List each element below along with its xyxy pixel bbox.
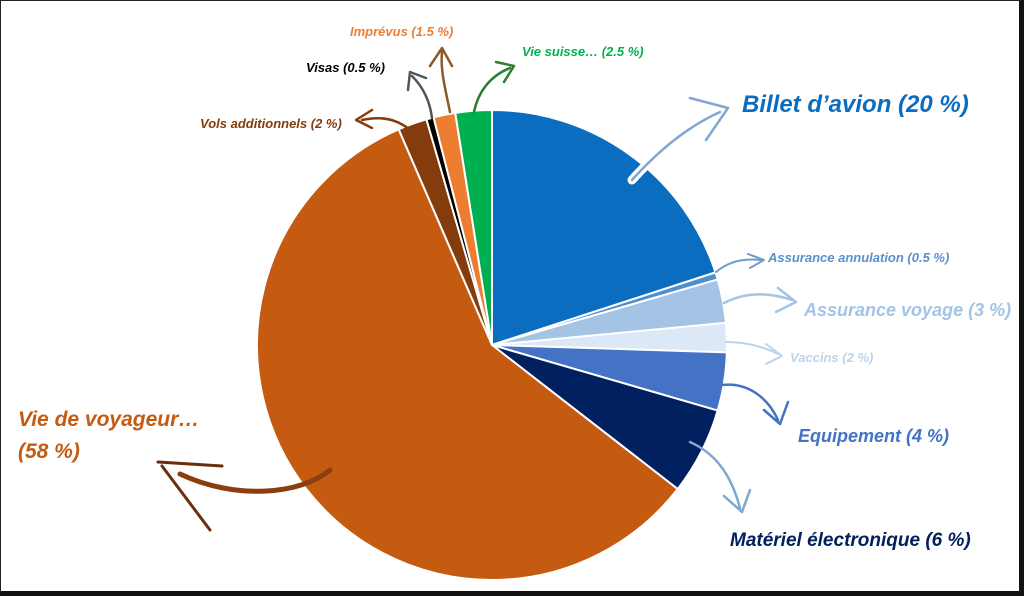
label-annulation: Assurance annulation (0.5 %): [767, 250, 949, 265]
equipement-arrow: [720, 383, 790, 426]
pie-slices: [256, 108, 728, 582]
annulation-arrow: [715, 253, 765, 273]
electronique-arrow: [688, 440, 752, 514]
visas-arrow: [406, 70, 434, 120]
pie-slice-6: [256, 128, 680, 582]
label-vie-voyageur-line2: (58 %): [18, 440, 80, 463]
label-vie-voyageur-line1: Vie de voyageur…: [18, 408, 199, 431]
label-imprevus: Imprévus (1.5 %): [350, 24, 453, 39]
billet-arrow-stroke: [630, 96, 730, 182]
vols-arrow: [354, 108, 412, 132]
label-voyage: Assurance voyage (3 %): [803, 300, 1011, 320]
vie-suisse-arrow: [472, 60, 516, 114]
vaccins-arrow: [725, 341, 783, 365]
label-vols: Vols additionnels (2 %): [200, 116, 342, 131]
label-equipement: Equipement (4 %): [798, 426, 949, 446]
vie-voyageur-arrow: [177, 467, 333, 494]
pie-slice-0: [491, 108, 717, 347]
label-vie-suisse: Vie suisse… (2.5 %): [522, 44, 644, 59]
label-visas: Visas (0.5 %): [306, 60, 385, 75]
label-electronique: Matériel électronique (6 %): [730, 530, 971, 551]
imprevus-arrow: [428, 46, 454, 114]
vie-voyageur-arrowhead: [156, 460, 224, 532]
voyage-arrow: [722, 286, 798, 314]
billet-arrow: [627, 107, 725, 185]
label-billet: Billet d’avion (20 %): [742, 91, 969, 118]
label-vaccins: Vaccins (2 %): [790, 350, 873, 365]
